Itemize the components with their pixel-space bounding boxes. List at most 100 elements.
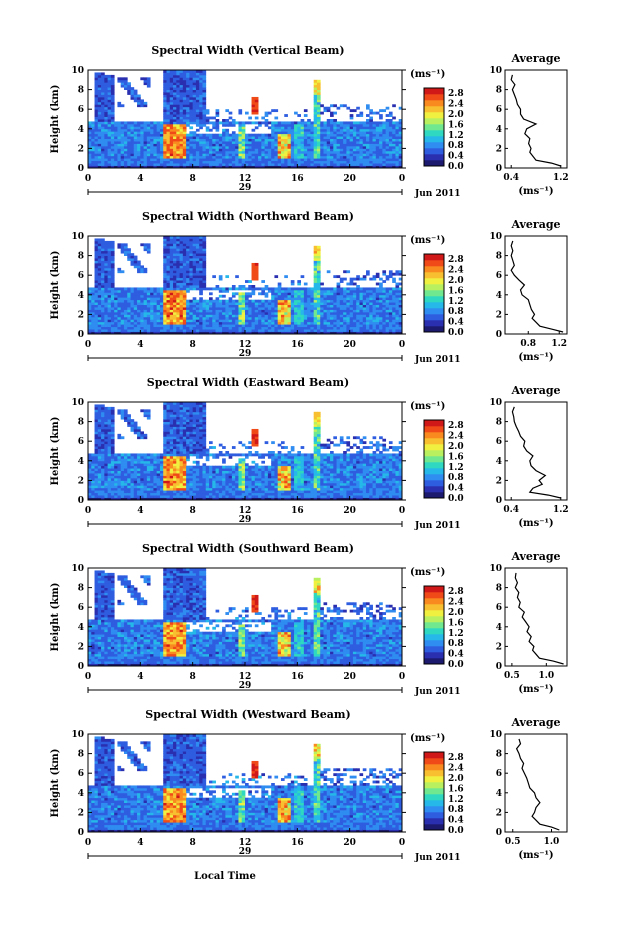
heatmap-cell bbox=[173, 85, 177, 88]
heatmap-cell bbox=[274, 312, 278, 315]
heatmap-cell bbox=[157, 131, 161, 134]
heatmap-cell bbox=[98, 287, 102, 290]
heatmap-cell bbox=[186, 148, 190, 151]
heatmap-cell bbox=[386, 139, 390, 142]
heatmap-cell bbox=[294, 129, 298, 132]
heatmap-cell bbox=[281, 312, 285, 315]
heatmap-cell bbox=[327, 163, 331, 166]
heatmap-cell bbox=[196, 265, 200, 268]
heatmap-cell bbox=[101, 471, 105, 474]
heatmap-cell bbox=[173, 102, 177, 105]
heatmap-cell bbox=[108, 251, 112, 254]
heatmap-cell bbox=[98, 148, 102, 151]
heatmap-cell bbox=[111, 119, 115, 122]
heatmap-cell bbox=[219, 324, 223, 327]
heatmap-cell bbox=[95, 248, 99, 251]
heatmap-cell bbox=[189, 117, 193, 120]
heatmap-cell bbox=[101, 446, 105, 449]
heatmap-cell bbox=[379, 312, 383, 315]
heatmap-cell bbox=[114, 146, 118, 149]
heatmap-cell bbox=[137, 99, 141, 102]
heatmap-cell bbox=[134, 322, 138, 325]
heatmap-cell bbox=[359, 121, 363, 124]
heatmap-cell bbox=[212, 124, 216, 127]
heatmap-cell bbox=[278, 300, 282, 303]
heatmap-cell bbox=[173, 268, 177, 271]
heatmap-cell bbox=[98, 265, 102, 268]
heatmap-cell bbox=[101, 292, 105, 295]
heatmap-cell bbox=[104, 463, 108, 466]
heatmap-cell bbox=[196, 302, 200, 305]
heatmap-cell bbox=[314, 104, 318, 107]
heatmap-cell bbox=[173, 261, 177, 264]
heatmap-cell bbox=[288, 319, 292, 322]
heatmap-cell bbox=[183, 261, 187, 264]
heatmap-cell bbox=[91, 144, 95, 147]
heatmap-cell bbox=[333, 327, 337, 330]
heatmap-cell bbox=[343, 295, 347, 298]
heatmap-cell bbox=[245, 305, 249, 308]
heatmap-cell bbox=[183, 104, 187, 107]
heatmap-cell bbox=[222, 156, 226, 159]
heatmap-cell bbox=[314, 95, 318, 98]
heatmap-cell bbox=[104, 92, 108, 95]
heatmap-cell bbox=[199, 104, 203, 107]
heatmap-cell bbox=[98, 407, 102, 410]
heatmap-cell bbox=[369, 136, 373, 139]
heatmap-cell bbox=[314, 146, 318, 149]
heatmap-cell bbox=[382, 126, 386, 129]
heatmap-cell bbox=[222, 139, 226, 142]
heatmap-cell bbox=[88, 156, 92, 159]
heatmap-cell bbox=[252, 97, 256, 100]
heatmap-cell bbox=[91, 485, 95, 488]
heatmap-cell bbox=[88, 297, 92, 300]
heatmap-cell bbox=[111, 85, 115, 88]
heatmap-cell bbox=[134, 297, 138, 300]
panel-2: Spectral Width (Northward Beam)0246810He… bbox=[50, 210, 567, 365]
heatmap-cell bbox=[117, 141, 121, 144]
heatmap-cell bbox=[193, 287, 197, 290]
heatmap-cell bbox=[229, 322, 233, 325]
heatmap-cell bbox=[206, 312, 210, 315]
heatmap-cell bbox=[373, 322, 377, 325]
heatmap-cell bbox=[232, 300, 236, 303]
heatmap-cell bbox=[157, 124, 161, 127]
heatmap-cell bbox=[167, 253, 171, 256]
heatmap-cell bbox=[258, 305, 262, 308]
heatmap-cell bbox=[134, 148, 138, 151]
heatmap-cell bbox=[193, 319, 197, 322]
heatmap-cell bbox=[310, 129, 314, 132]
heatmap-cell bbox=[219, 136, 223, 139]
heatmap-cell bbox=[170, 80, 174, 83]
heatmap-cell bbox=[147, 144, 151, 147]
heatmap-cell bbox=[238, 124, 242, 127]
heatmap-cell bbox=[111, 302, 115, 305]
heatmap-cell bbox=[369, 158, 373, 161]
heatmap-cell bbox=[183, 329, 187, 332]
heatmap-cell bbox=[95, 434, 99, 437]
y-tick-label: 2 bbox=[78, 144, 84, 154]
heatmap-cell bbox=[199, 75, 203, 78]
heatmap-cell bbox=[95, 263, 99, 266]
heatmap-cell bbox=[346, 317, 350, 320]
heatmap-cell bbox=[324, 153, 328, 156]
heatmap-cell bbox=[183, 265, 187, 268]
heatmap-cell bbox=[307, 136, 311, 139]
heatmap-cell bbox=[248, 139, 252, 142]
heatmap-cell bbox=[167, 87, 171, 90]
heatmap-cell bbox=[131, 329, 135, 332]
heatmap-cell bbox=[144, 124, 148, 127]
heatmap-cell bbox=[180, 90, 184, 93]
colorbar-tick-label: 1.6 bbox=[448, 120, 464, 130]
heatmap-cell bbox=[189, 72, 193, 75]
heatmap-cell bbox=[314, 283, 318, 286]
heatmap-cell bbox=[199, 151, 203, 154]
heatmap-cell bbox=[363, 161, 367, 164]
heatmap-cell bbox=[202, 97, 206, 100]
heatmap-cell bbox=[333, 307, 337, 310]
heatmap-cell bbox=[98, 300, 102, 303]
heatmap-cell bbox=[386, 305, 390, 308]
heatmap-cell bbox=[167, 99, 171, 102]
heatmap-cell bbox=[193, 87, 197, 90]
heatmap-cell bbox=[314, 161, 318, 164]
